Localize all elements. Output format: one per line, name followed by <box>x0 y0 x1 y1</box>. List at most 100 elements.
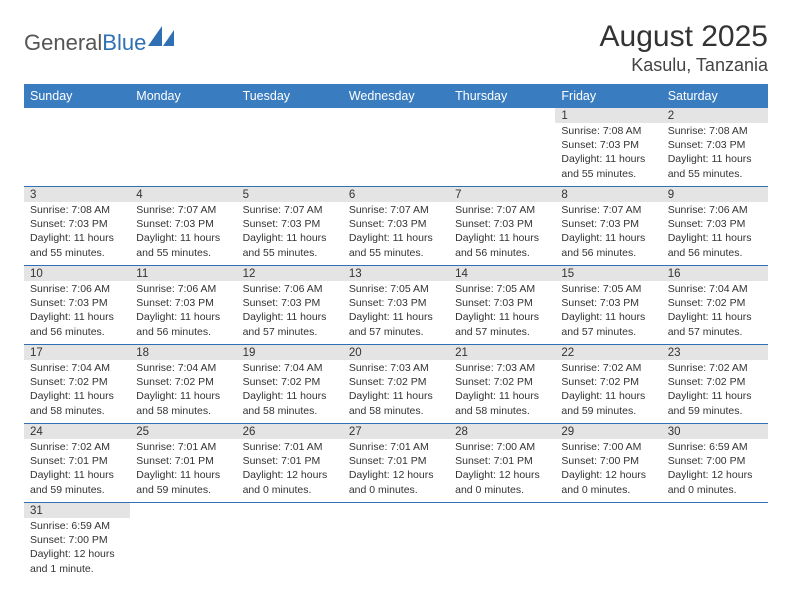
calendar-cell: 7Sunrise: 7:07 AMSunset: 7:03 PMDaylight… <box>449 187 555 266</box>
day-details: Sunrise: 7:05 AMSunset: 7:03 PMDaylight:… <box>343 281 449 342</box>
day-number: 25 <box>130 424 236 439</box>
day-details: Sunrise: 7:07 AMSunset: 7:03 PMDaylight:… <box>237 202 343 263</box>
calendar-cell: 17Sunrise: 7:04 AMSunset: 7:02 PMDayligh… <box>24 345 130 424</box>
calendar-cell <box>237 503 343 582</box>
calendar-cell: 24Sunrise: 7:02 AMSunset: 7:01 PMDayligh… <box>24 424 130 503</box>
weekday-header: Friday <box>555 84 661 108</box>
calendar-cell <box>449 108 555 187</box>
calendar-cell: 29Sunrise: 7:00 AMSunset: 7:00 PMDayligh… <box>555 424 661 503</box>
calendar-cell: 6Sunrise: 7:07 AMSunset: 7:03 PMDaylight… <box>343 187 449 266</box>
calendar-cell <box>555 503 661 582</box>
weekday-header: Monday <box>130 84 236 108</box>
day-number: 31 <box>24 503 130 518</box>
day-number: 7 <box>449 187 555 202</box>
calendar-cell <box>662 503 768 582</box>
logo: GeneralBlue <box>24 26 174 60</box>
calendar-cell: 9Sunrise: 7:06 AMSunset: 7:03 PMDaylight… <box>662 187 768 266</box>
calendar-cell: 30Sunrise: 6:59 AMSunset: 7:00 PMDayligh… <box>662 424 768 503</box>
weekday-header: Saturday <box>662 84 768 108</box>
day-number: 29 <box>555 424 661 439</box>
day-details: Sunrise: 7:02 AMSunset: 7:01 PMDaylight:… <box>24 439 130 500</box>
day-number: 23 <box>662 345 768 360</box>
calendar-cell: 2Sunrise: 7:08 AMSunset: 7:03 PMDaylight… <box>662 108 768 187</box>
calendar-cell: 15Sunrise: 7:05 AMSunset: 7:03 PMDayligh… <box>555 266 661 345</box>
day-details: Sunrise: 6:59 AMSunset: 7:00 PMDaylight:… <box>24 518 130 579</box>
calendar-cell: 1Sunrise: 7:08 AMSunset: 7:03 PMDaylight… <box>555 108 661 187</box>
day-number: 1 <box>555 108 661 123</box>
calendar-cell: 20Sunrise: 7:03 AMSunset: 7:02 PMDayligh… <box>343 345 449 424</box>
weekday-header: Wednesday <box>343 84 449 108</box>
day-details: Sunrise: 7:05 AMSunset: 7:03 PMDaylight:… <box>449 281 555 342</box>
logo-text-blue: Blue <box>102 30 146 55</box>
calendar-row: 31Sunrise: 6:59 AMSunset: 7:00 PMDayligh… <box>24 503 768 582</box>
day-number: 27 <box>343 424 449 439</box>
weekday-header: Sunday <box>24 84 130 108</box>
day-number: 19 <box>237 345 343 360</box>
day-details: Sunrise: 7:06 AMSunset: 7:03 PMDaylight:… <box>24 281 130 342</box>
calendar-body: 1Sunrise: 7:08 AMSunset: 7:03 PMDaylight… <box>24 108 768 581</box>
calendar-cell: 18Sunrise: 7:04 AMSunset: 7:02 PMDayligh… <box>130 345 236 424</box>
calendar-cell: 5Sunrise: 7:07 AMSunset: 7:03 PMDaylight… <box>237 187 343 266</box>
day-details: Sunrise: 7:06 AMSunset: 7:03 PMDaylight:… <box>237 281 343 342</box>
day-number: 11 <box>130 266 236 281</box>
day-number: 17 <box>24 345 130 360</box>
logo-text: GeneralBlue <box>24 30 146 56</box>
day-details: Sunrise: 7:02 AMSunset: 7:02 PMDaylight:… <box>662 360 768 421</box>
header: GeneralBlue August 2025 Kasulu, Tanzania <box>24 20 768 76</box>
day-details: Sunrise: 7:04 AMSunset: 7:02 PMDaylight:… <box>130 360 236 421</box>
day-details: Sunrise: 7:07 AMSunset: 7:03 PMDaylight:… <box>555 202 661 263</box>
calendar-cell: 28Sunrise: 7:00 AMSunset: 7:01 PMDayligh… <box>449 424 555 503</box>
day-number: 2 <box>662 108 768 123</box>
calendar-row: 3Sunrise: 7:08 AMSunset: 7:03 PMDaylight… <box>24 187 768 266</box>
day-details: Sunrise: 7:07 AMSunset: 7:03 PMDaylight:… <box>130 202 236 263</box>
day-details: Sunrise: 7:08 AMSunset: 7:03 PMDaylight:… <box>555 123 661 184</box>
day-details: Sunrise: 7:04 AMSunset: 7:02 PMDaylight:… <box>662 281 768 342</box>
logo-text-general: General <box>24 30 102 55</box>
calendar-row: 10Sunrise: 7:06 AMSunset: 7:03 PMDayligh… <box>24 266 768 345</box>
location: Kasulu, Tanzania <box>600 55 768 76</box>
weekday-header: Tuesday <box>237 84 343 108</box>
day-number: 21 <box>449 345 555 360</box>
calendar-row: 1Sunrise: 7:08 AMSunset: 7:03 PMDaylight… <box>24 108 768 187</box>
day-details: Sunrise: 7:01 AMSunset: 7:01 PMDaylight:… <box>237 439 343 500</box>
day-number: 12 <box>237 266 343 281</box>
day-details: Sunrise: 7:06 AMSunset: 7:03 PMDaylight:… <box>662 202 768 263</box>
calendar-cell: 10Sunrise: 7:06 AMSunset: 7:03 PMDayligh… <box>24 266 130 345</box>
calendar-cell: 11Sunrise: 7:06 AMSunset: 7:03 PMDayligh… <box>130 266 236 345</box>
day-details: Sunrise: 7:07 AMSunset: 7:03 PMDaylight:… <box>449 202 555 263</box>
calendar-cell <box>130 108 236 187</box>
calendar-cell <box>237 108 343 187</box>
day-details: Sunrise: 7:06 AMSunset: 7:03 PMDaylight:… <box>130 281 236 342</box>
day-details: Sunrise: 7:04 AMSunset: 7:02 PMDaylight:… <box>237 360 343 421</box>
calendar-table: SundayMondayTuesdayWednesdayThursdayFrid… <box>24 84 768 581</box>
day-details: Sunrise: 7:08 AMSunset: 7:03 PMDaylight:… <box>662 123 768 184</box>
day-number: 4 <box>130 187 236 202</box>
month-title: August 2025 <box>600 20 768 53</box>
title-block: August 2025 Kasulu, Tanzania <box>600 20 768 76</box>
day-number: 8 <box>555 187 661 202</box>
day-number: 18 <box>130 345 236 360</box>
day-number: 9 <box>662 187 768 202</box>
calendar-row: 17Sunrise: 7:04 AMSunset: 7:02 PMDayligh… <box>24 345 768 424</box>
calendar-cell: 13Sunrise: 7:05 AMSunset: 7:03 PMDayligh… <box>343 266 449 345</box>
calendar-cell: 4Sunrise: 7:07 AMSunset: 7:03 PMDaylight… <box>130 187 236 266</box>
day-number: 14 <box>449 266 555 281</box>
calendar-cell: 23Sunrise: 7:02 AMSunset: 7:02 PMDayligh… <box>662 345 768 424</box>
day-details: Sunrise: 7:00 AMSunset: 7:00 PMDaylight:… <box>555 439 661 500</box>
day-details: Sunrise: 7:00 AMSunset: 7:01 PMDaylight:… <box>449 439 555 500</box>
calendar-cell <box>343 503 449 582</box>
weekday-header-row: SundayMondayTuesdayWednesdayThursdayFrid… <box>24 84 768 108</box>
calendar-cell <box>130 503 236 582</box>
weekday-header: Thursday <box>449 84 555 108</box>
calendar-cell: 16Sunrise: 7:04 AMSunset: 7:02 PMDayligh… <box>662 266 768 345</box>
calendar-cell: 26Sunrise: 7:01 AMSunset: 7:01 PMDayligh… <box>237 424 343 503</box>
day-details: Sunrise: 7:07 AMSunset: 7:03 PMDaylight:… <box>343 202 449 263</box>
day-number: 30 <box>662 424 768 439</box>
day-number: 20 <box>343 345 449 360</box>
day-number: 13 <box>343 266 449 281</box>
calendar-cell: 27Sunrise: 7:01 AMSunset: 7:01 PMDayligh… <box>343 424 449 503</box>
calendar-cell: 25Sunrise: 7:01 AMSunset: 7:01 PMDayligh… <box>130 424 236 503</box>
calendar-cell: 19Sunrise: 7:04 AMSunset: 7:02 PMDayligh… <box>237 345 343 424</box>
calendar-cell: 8Sunrise: 7:07 AMSunset: 7:03 PMDaylight… <box>555 187 661 266</box>
calendar-cell: 3Sunrise: 7:08 AMSunset: 7:03 PMDaylight… <box>24 187 130 266</box>
